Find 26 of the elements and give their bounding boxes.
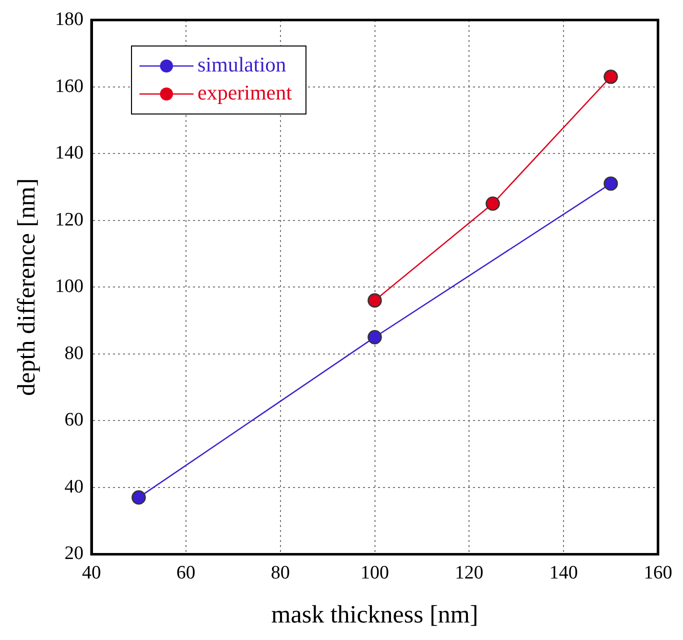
y-tick-label: 120 <box>55 209 84 230</box>
x-tick-label: 160 <box>644 562 672 584</box>
legend-label: experiment <box>198 80 292 105</box>
legend-label: simulation <box>198 52 287 77</box>
point <box>368 293 382 308</box>
y-tick-label: 100 <box>55 276 84 298</box>
x-tick-label: 80 <box>270 562 290 584</box>
y-tick-label: 140 <box>55 142 84 164</box>
x-tick-label: 40 <box>82 562 101 584</box>
point <box>604 176 618 191</box>
point <box>368 330 382 344</box>
y-tick-label: 60 <box>64 410 84 431</box>
point <box>132 490 146 505</box>
y-tick-label: 80 <box>64 342 84 364</box>
x-axis-title: mask thickness [nm] <box>271 602 478 629</box>
y-tick-label: 160 <box>55 76 84 97</box>
x-tick-label: 100 <box>360 562 389 584</box>
point <box>604 70 618 84</box>
y-tick-label: 20 <box>64 543 84 564</box>
y-axis-title: depth difference [nm] <box>14 178 41 396</box>
x-tick-label: 120 <box>454 562 484 584</box>
point <box>486 196 500 211</box>
x-tick-label: 60 <box>176 562 196 584</box>
x-tick-label: 140 <box>549 562 578 584</box>
y-tick-label: 40 <box>64 476 84 498</box>
y-tick-label: 180 <box>55 8 84 30</box>
